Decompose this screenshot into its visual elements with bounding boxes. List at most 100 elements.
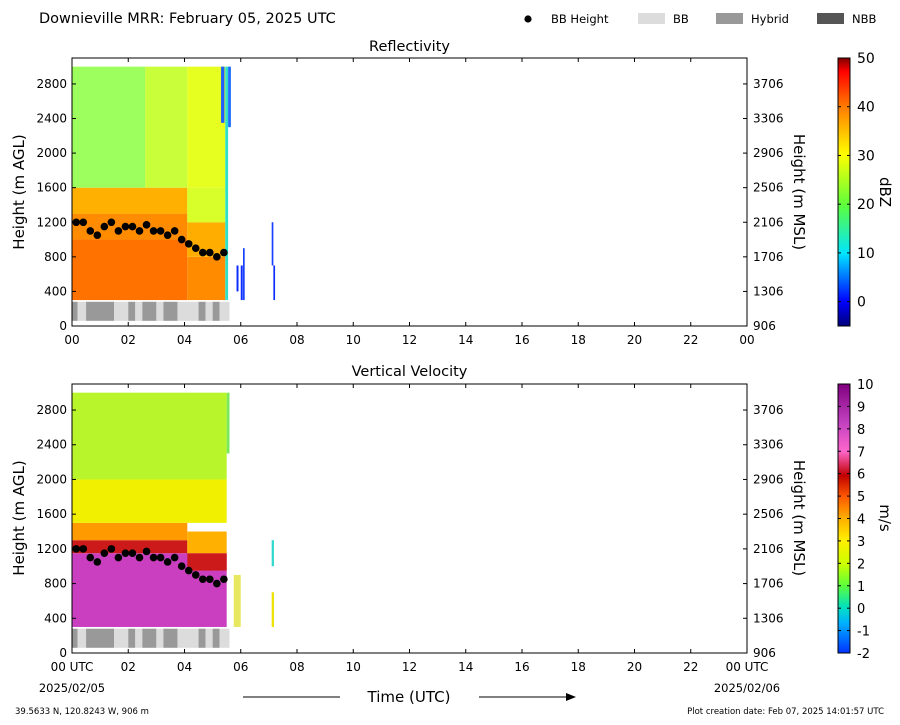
- vertical-velocity-xtick-label: 04: [177, 660, 192, 674]
- vertical-velocity-xtick-label: 06: [233, 660, 248, 674]
- reflectivity-ytick-label: 800: [44, 250, 67, 264]
- vertical-velocity-bb-height-point: [79, 545, 88, 553]
- vertical-velocity-xtick-label: 22: [683, 660, 698, 674]
- reflectivity-field-0: [72, 239, 188, 301]
- vertical-velocity-bb-height-point: [163, 558, 172, 566]
- reflectivity-cbar-tick-label: 50: [857, 51, 875, 67]
- vertical-velocity-field-10: [271, 540, 274, 567]
- reflectivity-ytick-label: 2800: [36, 77, 67, 91]
- vertical-velocity-cbar-tick-label: 10: [857, 378, 874, 393]
- vertical-velocity-bb-height-point: [220, 575, 228, 584]
- reflectivity-ytick-label: 400: [44, 284, 67, 298]
- vertical-velocity-bbtype-segment: [142, 628, 157, 648]
- reflectivity-bb-height-point: [121, 222, 130, 231]
- reflectivity-field-15: [271, 222, 274, 266]
- vertical-velocity-bb-height-point: [191, 571, 200, 579]
- vertical-velocity-bbtype-segment: [86, 628, 115, 648]
- vertical-velocity-bb-height-point: [156, 553, 165, 562]
- vertical-velocity-xtick-label: 20: [627, 660, 642, 674]
- reflectivity-field-3: [187, 256, 226, 301]
- reflectivity-y2tick-label: 2106: [753, 215, 784, 229]
- reflectivity-y2tick-label: 1306: [753, 284, 784, 298]
- reflectivity-xtick-label: 22: [683, 333, 698, 347]
- reflectivity-bb-height-point: [177, 235, 186, 244]
- vertical-velocity-bbtype-segment: [212, 628, 220, 648]
- vertical-velocity-cbar-tick-label: 3: [857, 535, 865, 550]
- figure-title: Downieville MRR: February 05, 2025 UTC: [39, 11, 336, 27]
- vertical-velocity-ylabel: Height (m AGL): [10, 460, 28, 575]
- reflectivity-bb-height-point: [206, 248, 214, 257]
- reflectivity-xtick-label: 16: [514, 333, 529, 347]
- vertical-velocity-cbar-tick-label: 0: [857, 602, 865, 617]
- reflectivity-bbtype-segment: [177, 301, 199, 321]
- vertical-velocity-bbtype-segment: [135, 628, 143, 648]
- ms-colorbar-label: m/s: [876, 504, 894, 532]
- vertical-velocity-title: Vertical Velocity: [352, 364, 468, 380]
- reflectivity-field-10: [221, 66, 225, 123]
- vertical-velocity-cbar-tick-label: 7: [857, 445, 865, 460]
- vertical-velocity-bbtype-segment: [128, 628, 136, 648]
- reflectivity-field-9: [225, 66, 229, 301]
- reflectivity-panel: Reflectivity Height (m AGL) Height (m MS…: [10, 39, 894, 347]
- reflectivity-bbtype-segment: [212, 301, 220, 321]
- vertical-velocity-y2tick-label: 3306: [753, 438, 784, 452]
- vertical-velocity-bb-height-point: [100, 549, 109, 558]
- date-end-label: 2025/02/06: [714, 681, 780, 695]
- time-axis-label-group: Time (UTC): [243, 688, 576, 706]
- reflectivity-y2tick-label: 2906: [753, 146, 784, 160]
- reflectivity-bb-height-point: [149, 227, 158, 235]
- vertical-velocity-cbar-tick-label: 5: [857, 490, 865, 505]
- reflectivity-y2tick-label: 3306: [753, 112, 784, 126]
- vertical-velocity-cbar-tick-label: 4: [857, 513, 865, 528]
- reflectivity-y2tick-label: 1706: [753, 250, 784, 264]
- legend-nbb-swatch: [817, 13, 844, 24]
- reflectivity-ytick-label: 2400: [36, 112, 67, 126]
- vertical-velocity-panel: Vertical Velocity Height (m AGL) Height …: [10, 364, 894, 674]
- reflectivity-xtick-label: 12: [402, 333, 417, 347]
- reflectivity-bbtype-segment: [72, 301, 78, 321]
- reflectivity-xtick-label: 20: [627, 333, 642, 347]
- reflectivity-y2label: Height (m MSL): [790, 134, 808, 250]
- vertical-velocity-ytick-label: 1200: [36, 542, 67, 556]
- vertical-velocity-bbtype-segment: [177, 628, 199, 648]
- reflectivity-bb-height-point: [170, 227, 179, 235]
- reflectivity-xtick-label: 04: [177, 333, 192, 347]
- reflectivity-field-12: [236, 265, 239, 292]
- vertical-velocity-bbtype-segment: [156, 628, 164, 648]
- vertical-velocity-y2label: Height (m MSL): [790, 460, 808, 576]
- reflectivity-bbtype-segment: [156, 301, 164, 321]
- vertical-velocity-ytick-label: 2800: [36, 403, 67, 417]
- reflectivity-bbtype-segment: [86, 301, 115, 321]
- vertical-velocity-bb-height-point: [149, 553, 158, 562]
- vertical-velocity-bbtype-segment: [114, 628, 129, 648]
- vertical-velocity-cbar-tick-label: 2: [857, 557, 865, 572]
- vertical-velocity-y2tick-label: 1706: [753, 577, 784, 591]
- vertical-velocity-field-2: [72, 522, 188, 541]
- reflectivity-field-13: [240, 265, 243, 301]
- vertical-velocity-field-1: [72, 540, 188, 554]
- vertical-velocity-xtick-label: 00 UTC: [51, 660, 94, 674]
- vertical-velocity-bb-height-point: [107, 545, 116, 553]
- vertical-velocity-y2tick-label: 2506: [753, 507, 784, 521]
- reflectivity-bbtype-segment: [135, 301, 143, 321]
- vertical-velocity-bbtype-segment: [77, 628, 87, 648]
- vertical-velocity-ytick-label: 1600: [36, 507, 67, 521]
- time-arrow-head: [566, 693, 576, 701]
- reflectivity-bb-height-point: [72, 218, 81, 227]
- vertical-velocity-xtick-label: 14: [458, 660, 473, 674]
- reflectivity-y2tick-label: 3706: [753, 77, 784, 91]
- reflectivity-field-16: [273, 265, 276, 301]
- legend: BB Height BB Hybrid NBB: [524, 12, 876, 26]
- legend-bb-swatch: [638, 13, 665, 24]
- legend-bb-height-label: BB Height: [551, 12, 609, 26]
- reflectivity-ytick-label: 1200: [36, 215, 67, 229]
- reflectivity-field-7: [145, 66, 188, 188]
- reflectivity-bb-height-point: [128, 222, 137, 231]
- vertical-velocity-cbar-tick-label: 6: [857, 468, 865, 483]
- vertical-velocity-bb-height-point: [142, 547, 151, 556]
- vertical-velocity-bb-height-point: [93, 558, 102, 566]
- station-location: 39.5633 N, 120.8243 W, 906 m: [15, 707, 149, 717]
- reflectivity-bb-height-point: [107, 218, 116, 227]
- legend-nbb-label: NBB: [852, 12, 876, 26]
- plot-creation-date: Plot creation date: Feb 07, 2025 14:01:5…: [687, 707, 884, 717]
